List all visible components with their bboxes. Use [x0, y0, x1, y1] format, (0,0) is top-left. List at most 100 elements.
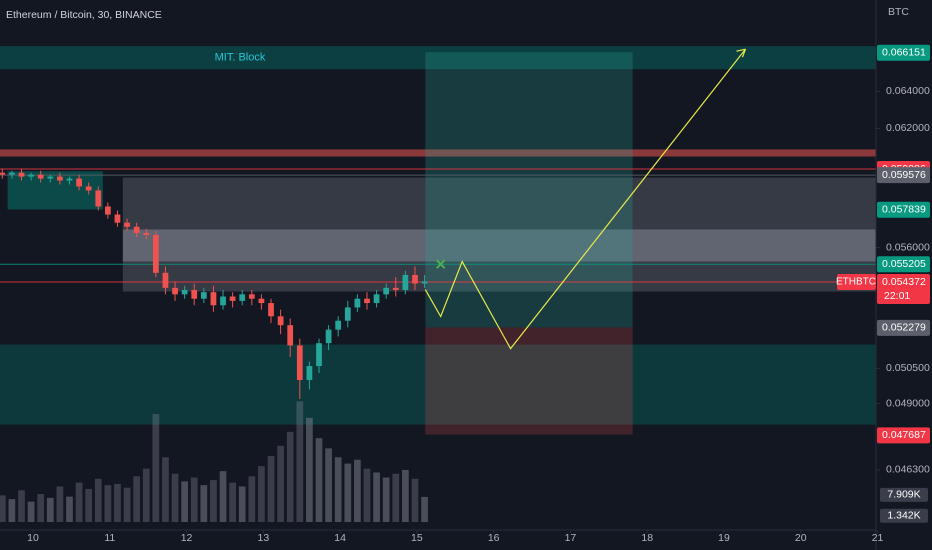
price-tag-box [877, 427, 930, 444]
x-tick-label: 12 [181, 532, 193, 544]
candle-body [47, 176, 54, 179]
candle-body [402, 274, 409, 291]
candle-body [392, 287, 399, 291]
y-tick-label: 0.062000 [886, 122, 930, 134]
candle-body [296, 345, 303, 380]
candle-body [229, 296, 236, 301]
volume-tag-label: 7.909K [887, 489, 920, 501]
volume-bar [248, 476, 256, 522]
volume-bar [104, 485, 112, 522]
candle-body [325, 329, 332, 344]
volume-bar [66, 496, 73, 522]
volume-bar [123, 487, 131, 522]
x-tick-label: 15 [411, 532, 423, 544]
candle-body [124, 222, 130, 227]
zone-label: MIT. Block [215, 52, 266, 64]
volume-bar [75, 482, 83, 522]
candle-body [306, 366, 313, 380]
candle-body [0, 172, 6, 175]
price-tag-label: 0.055205 [882, 258, 926, 270]
volume-bar [200, 485, 208, 522]
volume-bar [94, 478, 102, 522]
price-tag-time: 22:01 [884, 290, 910, 302]
axis-layer: 10 11 12 13 14 15 16 17 18 19 20 21 0.064000 0.062000… [27, 44, 930, 544]
candle-body [95, 190, 102, 207]
volume-bar [8, 499, 16, 522]
volume-bar [114, 483, 121, 522]
candle-body [104, 206, 111, 215]
x-tick-label: 14 [334, 532, 346, 544]
candle-body [421, 281, 428, 284]
x-tick-label: 21 [872, 532, 884, 544]
volume-bar [382, 477, 390, 522]
volume-tag: 7.909K [880, 487, 928, 502]
y-tick-label: 0.050500 [886, 362, 930, 374]
volume-bar [181, 481, 189, 522]
volume-bar [258, 466, 265, 522]
volume-bar [152, 414, 160, 522]
price-tag: 0.055205 [877, 256, 930, 273]
volume-bar [334, 457, 342, 522]
candle-body [210, 292, 217, 306]
volume-bar [306, 417, 313, 522]
zone [425, 327, 633, 435]
zone [122, 177, 876, 292]
volume-bar [238, 486, 246, 522]
volume-bar [85, 488, 93, 522]
volume-bar [142, 468, 150, 522]
candle-body [268, 303, 274, 317]
y-tick-label: 0.056000 [886, 241, 930, 253]
volume-bar [37, 494, 45, 522]
volume-bar [296, 401, 304, 522]
price-tag-box [877, 44, 930, 61]
x-tick-label: 16 [488, 532, 500, 544]
x-tick-label: 20 [795, 532, 807, 544]
price-tag: 0.066151 [877, 44, 930, 61]
candle-body [57, 176, 63, 181]
candle-body [143, 232, 150, 236]
x-tick-label: 17 [565, 532, 577, 544]
price-tag-box [877, 273, 930, 304]
x-tick-label: 19 [718, 532, 730, 544]
volume-bar [133, 476, 141, 522]
volume-bar [162, 457, 169, 522]
volume-bar [219, 471, 227, 522]
candle-body [354, 298, 361, 308]
candle-body [239, 294, 246, 301]
price-tag-label: 0.057839 [882, 203, 926, 215]
price-tag-box [877, 167, 930, 184]
volume-tag-box [880, 487, 928, 502]
price-tag: 0.057839 [877, 201, 930, 218]
cross-marker [435, 259, 446, 269]
symbol-tag-box [837, 273, 876, 290]
volume-bar [190, 477, 198, 522]
volume-bar [56, 486, 64, 522]
candle-body [18, 172, 25, 177]
volume-bar [373, 472, 380, 522]
candle-body [9, 172, 15, 175]
x-tick-label: 10 [27, 532, 39, 544]
price-tag-label: 0.054372 [882, 276, 926, 288]
volume-bar [325, 448, 332, 522]
price-tag-label: 0.066151 [882, 46, 926, 58]
volume-bar [354, 459, 361, 522]
volume-bar [267, 455, 275, 522]
volume-bar [402, 469, 409, 522]
x-tick-label: 13 [257, 532, 269, 544]
candle-body [200, 292, 207, 299]
candle-body [373, 294, 380, 304]
price-tag-box [877, 319, 930, 336]
volume-bar [277, 445, 284, 522]
candle-body [412, 274, 418, 284]
candle-body [85, 186, 92, 191]
price-tag-label: 0.059576 [882, 169, 926, 181]
price-tag: 0.052279 [877, 319, 930, 336]
candle-body [76, 178, 82, 187]
plot-area: MIT. Block [0, 46, 876, 522]
volume-bar [46, 497, 54, 522]
volume-bar [27, 501, 35, 522]
price-tag: 0.054372 22:01 [877, 273, 930, 304]
price-tag: 0.059576 [877, 167, 930, 184]
volume-bar [18, 490, 25, 522]
